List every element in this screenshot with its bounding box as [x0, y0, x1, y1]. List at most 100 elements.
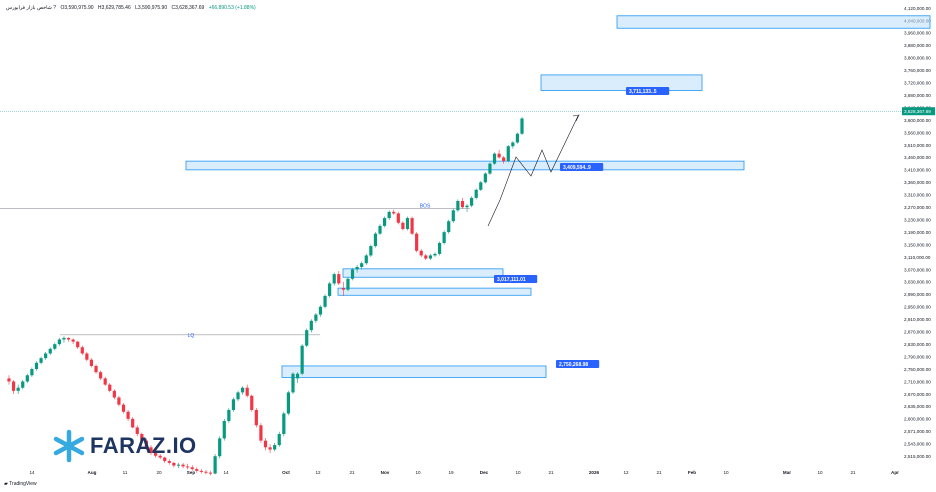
- candle-down[interactable]: [424, 255, 428, 259]
- candle-down[interactable]: [89, 359, 94, 366]
- candle-up[interactable]: [218, 438, 222, 457]
- candle-up[interactable]: [309, 320, 313, 331]
- candle-up[interactable]: [282, 413, 286, 434]
- candle-up[interactable]: [30, 369, 34, 376]
- demand-zone[interactable]: [337, 287, 532, 296]
- candle-up[interactable]: [16, 387, 20, 391]
- demand-zone[interactable]: [342, 268, 504, 278]
- candle-down[interactable]: [204, 471, 208, 473]
- candle-up[interactable]: [470, 197, 474, 206]
- candle-up[interactable]: [488, 163, 492, 174]
- candle-down[interactable]: [108, 384, 112, 391]
- candle-up[interactable]: [479, 182, 483, 190]
- candle-up[interactable]: [57, 339, 61, 345]
- candle-down[interactable]: [186, 466, 190, 468]
- candle-down[interactable]: [94, 365, 98, 373]
- candle-up[interactable]: [520, 118, 524, 134]
- candle-up[interactable]: [369, 246, 373, 256]
- candle-up[interactable]: [291, 373, 295, 393]
- candle-up[interactable]: [222, 420, 226, 439]
- candle-up[interactable]: [300, 345, 304, 374]
- candle-down[interactable]: [103, 378, 107, 385]
- candle-down[interactable]: [337, 274, 341, 284]
- candle-down[interactable]: [401, 222, 405, 229]
- candle-down[interactable]: [502, 157, 506, 162]
- candle-up[interactable]: [451, 210, 455, 222]
- candle-down[interactable]: [149, 447, 153, 454]
- candle-up[interactable]: [355, 266, 359, 270]
- candle-down[interactable]: [163, 457, 167, 462]
- candle-up[interactable]: [323, 295, 327, 307]
- candle-up[interactable]: [492, 153, 497, 164]
- candle-down[interactable]: [245, 387, 249, 396]
- candle-down[interactable]: [410, 218, 414, 234]
- candle-up[interactable]: [53, 344, 57, 349]
- candle-down[interactable]: [419, 250, 423, 256]
- candle-up[interactable]: [231, 399, 236, 410]
- candle-up[interactable]: [318, 306, 323, 315]
- candle-down[interactable]: [254, 409, 258, 426]
- candle-up[interactable]: [39, 358, 43, 363]
- candle-down[interactable]: [140, 433, 144, 441]
- candle-up[interactable]: [305, 330, 309, 346]
- candle-up[interactable]: [314, 314, 318, 321]
- candle-up[interactable]: [442, 232, 446, 243]
- candle-up[interactable]: [62, 337, 66, 340]
- candle-down[interactable]: [497, 153, 501, 158]
- candle-down[interactable]: [131, 418, 135, 428]
- candle-up[interactable]: [34, 362, 39, 370]
- candle-down[interactable]: [112, 390, 116, 398]
- candle-down[interactable]: [158, 455, 162, 458]
- candle-down[interactable]: [263, 440, 268, 448]
- candle-down[interactable]: [99, 372, 103, 379]
- candle-up[interactable]: [506, 146, 510, 162]
- candle-up[interactable]: [273, 445, 277, 450]
- candle-up[interactable]: [346, 278, 350, 290]
- candle-down[interactable]: [199, 470, 203, 472]
- candle-down[interactable]: [7, 378, 11, 382]
- candle-up[interactable]: [465, 205, 469, 208]
- candle-down[interactable]: [250, 395, 254, 410]
- candle-up[interactable]: [373, 233, 378, 247]
- candle-down[interactable]: [135, 427, 139, 434]
- demand-zone[interactable]: [185, 160, 745, 171]
- candle-down[interactable]: [172, 462, 176, 466]
- candle-down[interactable]: [117, 397, 121, 405]
- candle-down[interactable]: [415, 233, 419, 251]
- candle-down[interactable]: [208, 472, 213, 474]
- candle-down[interactable]: [80, 347, 84, 354]
- candle-up[interactable]: [378, 225, 382, 234]
- candle-down[interactable]: [392, 211, 396, 214]
- candle-down[interactable]: [85, 353, 89, 360]
- candle-up[interactable]: [433, 253, 437, 256]
- candle-up[interactable]: [48, 348, 52, 354]
- candle-up[interactable]: [277, 433, 281, 446]
- candle-up[interactable]: [328, 283, 332, 296]
- candle-up[interactable]: [483, 173, 487, 183]
- candle-up[interactable]: [236, 392, 240, 400]
- candle-up[interactable]: [515, 133, 520, 143]
- candle-up[interactable]: [25, 375, 29, 382]
- candle-up[interactable]: [44, 353, 48, 359]
- demand-zone[interactable]: [281, 365, 547, 378]
- candle-down[interactable]: [71, 339, 75, 342]
- candle-up[interactable]: [240, 387, 245, 393]
- candle-up[interactable]: [213, 456, 217, 474]
- candle-up[interactable]: [350, 269, 355, 279]
- candle-up[interactable]: [405, 218, 410, 229]
- candle-up[interactable]: [511, 142, 515, 147]
- candle-down[interactable]: [167, 461, 171, 463]
- candle-down[interactable]: [190, 467, 194, 470]
- candle-down[interactable]: [66, 337, 71, 340]
- candle-down[interactable]: [341, 288, 345, 290]
- candle-down[interactable]: [181, 464, 185, 467]
- candle-up[interactable]: [437, 242, 442, 254]
- demand-zone[interactable]: [540, 74, 703, 91]
- candle-down[interactable]: [11, 381, 16, 391]
- candle-up[interactable]: [447, 221, 451, 233]
- candle-down[interactable]: [396, 213, 400, 223]
- candle-down[interactable]: [195, 469, 199, 471]
- candle-down[interactable]: [153, 453, 158, 456]
- candle-down[interactable]: [76, 341, 80, 348]
